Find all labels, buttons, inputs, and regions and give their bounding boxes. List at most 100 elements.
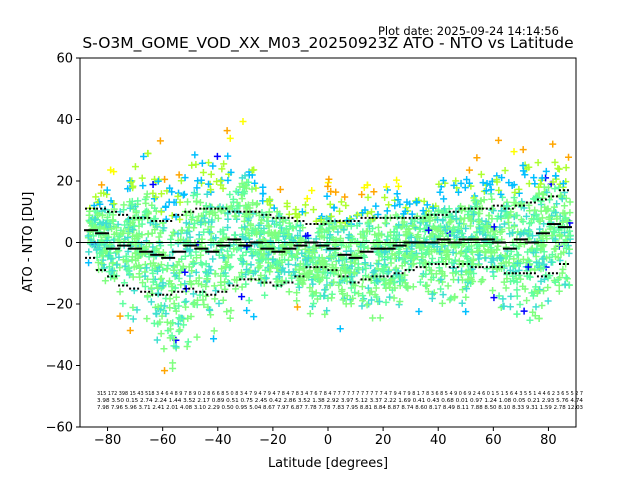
scatter-point	[302, 232, 310, 240]
scatter-point	[102, 219, 110, 227]
scatter-point	[521, 171, 529, 179]
scatter-point	[188, 161, 196, 169]
scatter-point	[172, 307, 180, 315]
scatter-point	[101, 277, 109, 285]
scatter-point	[186, 246, 194, 254]
scatter-point	[392, 211, 400, 219]
scatter-point	[373, 277, 381, 285]
scatter-point	[558, 195, 566, 203]
scatter-point	[436, 248, 444, 256]
scatter-point	[476, 228, 484, 236]
scatter-point	[457, 249, 465, 257]
scatter-point	[475, 261, 483, 269]
scatter-point	[326, 200, 334, 208]
scatter-point	[550, 203, 558, 211]
scatter-point	[473, 154, 481, 162]
scatter-point	[174, 320, 182, 328]
scatter-point	[415, 308, 423, 316]
scatter-point	[217, 207, 225, 215]
scatter-point	[211, 208, 219, 216]
bin-stats-layer: 315 172 398 15 43 518 3 4 6 4 8 9 7 8 9 …	[97, 391, 584, 411]
scatter-point	[477, 170, 485, 178]
scatter-point	[342, 300, 350, 308]
scatter-point	[551, 158, 559, 166]
scatter-point	[151, 246, 159, 254]
scatter-point	[94, 258, 102, 266]
scatter-point	[442, 251, 450, 259]
scatter-point	[542, 167, 550, 175]
bin-stats-row1: 315 172 398 15 43 518 3 4 6 4 8 9 7 8 9 …	[97, 391, 583, 397]
scatter-point	[441, 272, 449, 280]
scatter-point	[549, 227, 557, 235]
scatter-point	[205, 159, 213, 167]
scatter-point	[342, 243, 350, 251]
scatter-point	[198, 159, 206, 167]
scatter-point	[509, 229, 517, 237]
scatter-point	[257, 272, 265, 280]
scatter-point	[321, 292, 329, 300]
scatter-point	[435, 180, 443, 188]
scatter-point	[176, 326, 184, 334]
scatter-point	[200, 301, 208, 309]
scatter-point	[147, 284, 155, 292]
scatter-point	[153, 280, 161, 288]
scatter-point	[539, 264, 547, 272]
scatter-point	[486, 232, 494, 240]
scatter-point	[548, 232, 556, 240]
scatter-point	[168, 188, 176, 196]
scatter-point	[242, 225, 250, 233]
scatter-point	[500, 220, 508, 228]
scatter-point	[351, 259, 359, 267]
scatter-point	[226, 314, 234, 322]
scatter-point	[294, 232, 302, 240]
scatter-point	[526, 228, 534, 236]
scatter-point	[534, 287, 542, 295]
scatter-point	[506, 266, 514, 274]
scatter-point	[420, 197, 428, 205]
scatter-point	[179, 321, 187, 329]
scatter-point	[143, 264, 151, 272]
scatter-point	[129, 315, 137, 323]
scatter-point	[353, 240, 361, 248]
scatter-point	[120, 201, 128, 209]
scatter-point	[160, 224, 168, 232]
scatter-point	[556, 232, 564, 240]
scatter-point	[168, 232, 176, 239]
scatter-point	[124, 312, 132, 320]
scatter-point	[482, 187, 490, 195]
scatter-point	[334, 228, 342, 236]
scatter-point	[453, 233, 461, 241]
scatter-point	[264, 229, 272, 237]
scatter-point	[219, 235, 227, 243]
scatter-point	[457, 216, 465, 224]
scatter-point	[409, 283, 417, 291]
scatter-point	[285, 288, 293, 296]
scatter-point	[520, 307, 528, 315]
scatter-point	[100, 225, 108, 233]
scatter-point	[450, 181, 458, 189]
scatter-point	[246, 211, 254, 219]
scatter-point	[183, 343, 191, 351]
scatter-point	[311, 274, 319, 282]
scatter-point	[546, 213, 554, 221]
scatter-point	[264, 213, 272, 221]
scatter-point	[202, 260, 210, 268]
scatter-point	[227, 168, 235, 176]
x-tick-label: −40	[204, 433, 231, 448]
scatter-point	[239, 233, 247, 241]
scatter-point	[168, 332, 176, 340]
scatter-point	[286, 222, 294, 230]
scatter-point	[398, 262, 406, 270]
scatter-point	[519, 146, 527, 154]
scatter-point	[264, 251, 272, 259]
scatter-point	[238, 283, 246, 291]
scatter-point	[551, 235, 559, 243]
scatter-point	[181, 174, 189, 182]
scatter-point	[186, 233, 194, 241]
scatter-point	[265, 208, 273, 216]
scatter-point	[441, 213, 449, 221]
scatter-point	[332, 223, 340, 231]
scatter-point	[563, 275, 571, 283]
scatter-point	[535, 189, 543, 197]
scatter-point	[154, 177, 162, 185]
